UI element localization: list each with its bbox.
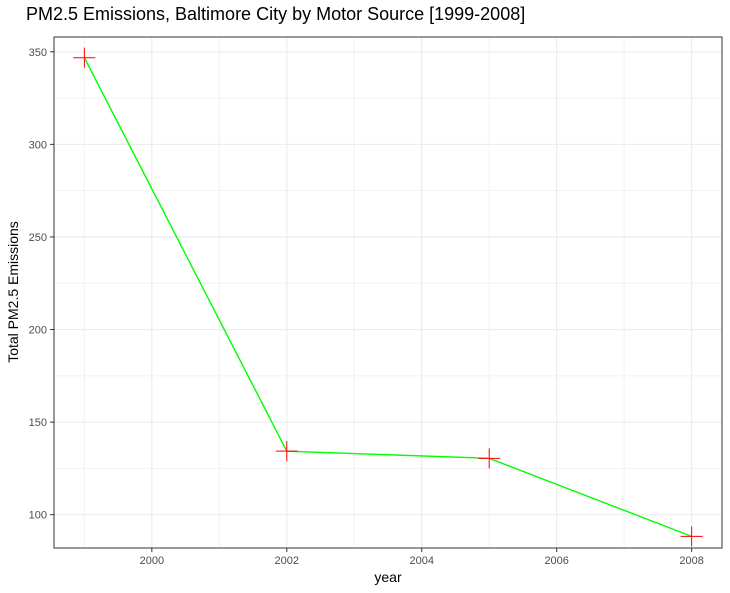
x-tick-label: 2004 xyxy=(409,555,433,567)
y-tick-label: 300 xyxy=(29,139,47,151)
x-axis-title: year xyxy=(374,569,402,585)
y-tick-label: 350 xyxy=(29,47,47,59)
y-tick-label: 200 xyxy=(29,325,47,337)
x-axis: 2000 2002 2004 2006 2008 xyxy=(140,548,704,567)
series-line xyxy=(83,57,692,538)
data-point xyxy=(478,448,501,469)
x-tick-label: 2008 xyxy=(679,555,703,567)
x-tick-label: 2002 xyxy=(275,555,299,567)
y-axis-title: Total PM2.5 Emissions xyxy=(5,221,21,363)
major-gridlines xyxy=(54,37,722,548)
x-tick-label: 2006 xyxy=(544,555,568,567)
y-tick-label: 100 xyxy=(29,510,47,522)
data-point xyxy=(73,47,96,68)
chart-title: PM2.5 Emissions, Baltimore City by Motor… xyxy=(26,4,525,24)
y-axis: 100 150 200 250 300 350 xyxy=(29,47,54,522)
minor-gridlines xyxy=(54,37,722,548)
data-point xyxy=(275,441,298,462)
panel-border xyxy=(53,36,723,549)
y-tick-label: 250 xyxy=(29,232,47,244)
x-tick-label: 2000 xyxy=(140,555,164,567)
series-layer xyxy=(73,47,703,547)
y-tick-label: 150 xyxy=(29,417,47,429)
data-point xyxy=(680,526,703,547)
